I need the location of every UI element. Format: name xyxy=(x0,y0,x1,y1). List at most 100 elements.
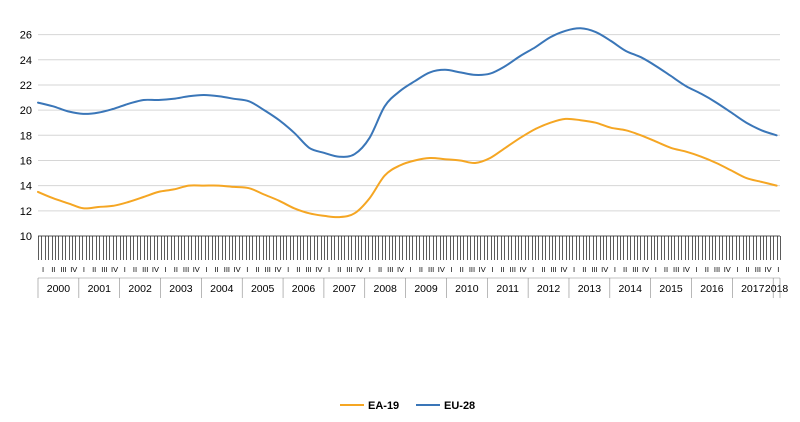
quarter-label: I xyxy=(369,265,371,274)
year-label: 2000 xyxy=(47,283,71,295)
quarter-label: II xyxy=(746,265,750,274)
quarter-label: IV xyxy=(724,265,731,274)
gridlines xyxy=(38,34,780,212)
quarter-label: II xyxy=(541,265,545,274)
quarter-label: II xyxy=(623,265,627,274)
quarter-label: III xyxy=(469,265,475,274)
year-label: 2007 xyxy=(333,283,357,295)
quarter-label: II xyxy=(337,265,341,274)
quarter-label: IV xyxy=(152,265,159,274)
year-label: 2001 xyxy=(88,283,112,295)
quarter-label: II xyxy=(664,265,668,274)
year-label: 2015 xyxy=(659,283,683,295)
quarter-label: III xyxy=(265,265,271,274)
quarter-label: II xyxy=(215,265,219,274)
quarter-label: I xyxy=(124,265,126,274)
quarter-label: II xyxy=(174,265,178,274)
quarter-label: IV xyxy=(560,265,567,274)
series-line-ea-19 xyxy=(37,117,778,219)
y-tick-label: 24 xyxy=(20,55,32,67)
quarter-label: I xyxy=(450,265,452,274)
quarter-label: I xyxy=(328,265,330,274)
quarter-label: III xyxy=(591,265,597,274)
quarter-label: II xyxy=(460,265,464,274)
quarter-label: IV xyxy=(315,265,322,274)
quarter-label: IV xyxy=(70,265,77,274)
quarter-label: III xyxy=(183,265,189,274)
quarter-label: III xyxy=(510,265,516,274)
y-tick-label: 20 xyxy=(20,105,32,117)
quarter-label: IV xyxy=(356,265,363,274)
quarter-label: I xyxy=(491,265,493,274)
quarter-label: I xyxy=(83,265,85,274)
legend: EA-19 EU-28 xyxy=(340,400,475,412)
quarter-label: IV xyxy=(193,265,200,274)
year-label: 2011 xyxy=(496,283,519,295)
quarter-label: I xyxy=(246,265,248,274)
year-label: 2018 xyxy=(765,283,789,295)
month-ticks xyxy=(38,236,781,260)
quarter-label: II xyxy=(582,265,586,274)
y-tick-label: 26 xyxy=(20,30,32,42)
quarter-label: III xyxy=(428,265,434,274)
year-label: 2014 xyxy=(619,283,643,295)
quarter-label: III xyxy=(60,265,66,274)
quarter-label: II xyxy=(92,265,96,274)
y-tick-label: 12 xyxy=(20,206,32,218)
y-tick-label: 18 xyxy=(20,130,32,142)
quarter-label: III xyxy=(224,265,230,274)
quarter-label: III xyxy=(305,265,311,274)
series-line-eu-28 xyxy=(37,27,778,158)
quarter-label: III xyxy=(387,265,393,274)
quarter-label: III xyxy=(142,265,148,274)
quarter-label: II xyxy=(133,265,137,274)
quarter-label: I xyxy=(165,265,167,274)
quarter-label: II xyxy=(255,265,259,274)
year-label: 2017 xyxy=(741,283,765,295)
quarter-label: II xyxy=(51,265,55,274)
quarter-label: IV xyxy=(765,265,772,274)
year-label: 2006 xyxy=(292,283,316,295)
series-lines xyxy=(37,27,778,219)
quarter-label: III xyxy=(714,265,720,274)
quarter-label: I xyxy=(736,265,738,274)
y-axis: 10 12 14 16 18 20 22 24 26 xyxy=(20,30,32,243)
year-label: 2010 xyxy=(455,283,479,295)
y-tick-label: 16 xyxy=(20,155,32,167)
quarter-label: IV xyxy=(601,265,608,274)
y-tick-label: 14 xyxy=(20,181,32,193)
quarter-label: I xyxy=(573,265,575,274)
quarter-label: IV xyxy=(683,265,690,274)
quarter-label: I xyxy=(614,265,616,274)
quarter-label: IV xyxy=(397,265,404,274)
year-label: 2002 xyxy=(128,283,152,295)
quarter-label: IV xyxy=(519,265,526,274)
y-tick-label: 22 xyxy=(20,80,32,92)
year-label: 2013 xyxy=(578,283,602,295)
quarter-label: II xyxy=(378,265,382,274)
quarter-label: I xyxy=(410,265,412,274)
year-label: 2009 xyxy=(414,283,438,295)
quarter-label: I xyxy=(205,265,207,274)
quarter-label: I xyxy=(777,265,779,274)
quarter-label: III xyxy=(673,265,679,274)
quarter-label: I xyxy=(655,265,657,274)
year-label: 2008 xyxy=(373,283,397,295)
quarter-label: IV xyxy=(438,265,445,274)
quarter-label: III xyxy=(551,265,557,274)
quarter-label: IV xyxy=(111,265,118,274)
legend-label-eu-28: EU-28 xyxy=(444,400,475,412)
quarter-label: IV xyxy=(234,265,241,274)
quarter-label: IV xyxy=(274,265,281,274)
quarter-label: II xyxy=(501,265,505,274)
year-label: 2004 xyxy=(210,283,234,295)
quarter-label: III xyxy=(101,265,107,274)
legend-label-ea-19: EA-19 xyxy=(368,400,399,412)
x-axis: I II III IV I II III IV I II III IV I II III IV I II III IV… xyxy=(37,235,789,298)
quarter-label: I xyxy=(532,265,534,274)
quarter-label: IV xyxy=(642,265,649,274)
year-label: 2012 xyxy=(537,283,561,295)
y-tick-label: 10 xyxy=(20,231,32,243)
year-label: 2003 xyxy=(169,283,193,295)
